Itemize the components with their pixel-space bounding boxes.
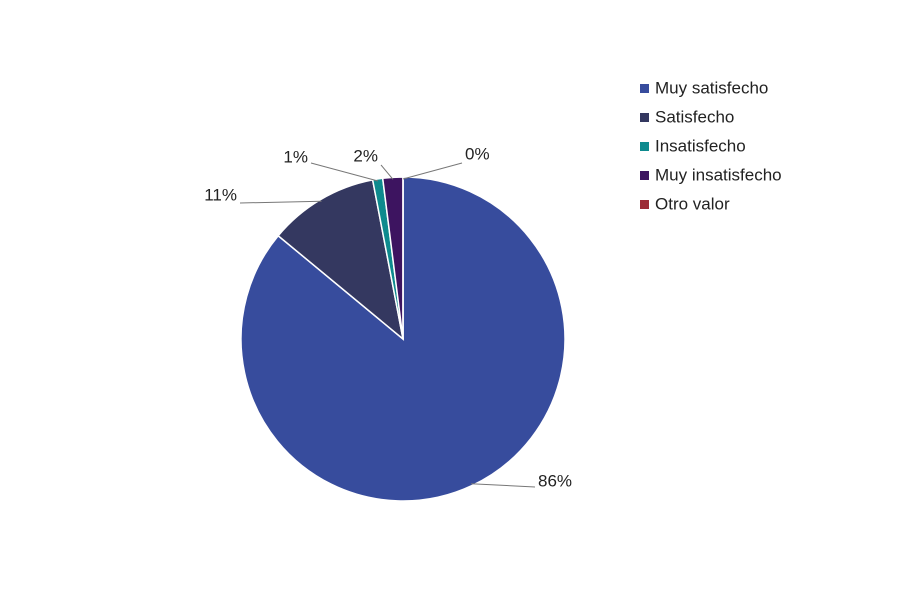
legend-label: Satisfecho (655, 107, 734, 126)
legend-swatch (640, 84, 649, 93)
legend-swatch (640, 171, 649, 180)
leader-line (380, 164, 394, 180)
data-label: 11% (204, 185, 237, 204)
legend-swatch (640, 200, 649, 209)
legend-label: Otro valor (655, 194, 730, 213)
leader-line (310, 162, 379, 182)
legend-label: Muy insatisfecho (655, 165, 782, 184)
legend-label: Insatisfecho (655, 136, 746, 155)
legend-label: Muy satisfecho (655, 78, 768, 97)
pie-slice (277, 178, 405, 341)
data-label: 1% (283, 147, 308, 166)
data-label: 86% (538, 471, 572, 490)
data-label: 0% (465, 144, 490, 163)
legend-swatch (640, 113, 649, 122)
leader-line (402, 162, 463, 180)
leader-line (239, 200, 322, 204)
data-label: 2% (353, 146, 378, 165)
legend-swatch (640, 142, 649, 151)
leader-line (471, 483, 536, 488)
